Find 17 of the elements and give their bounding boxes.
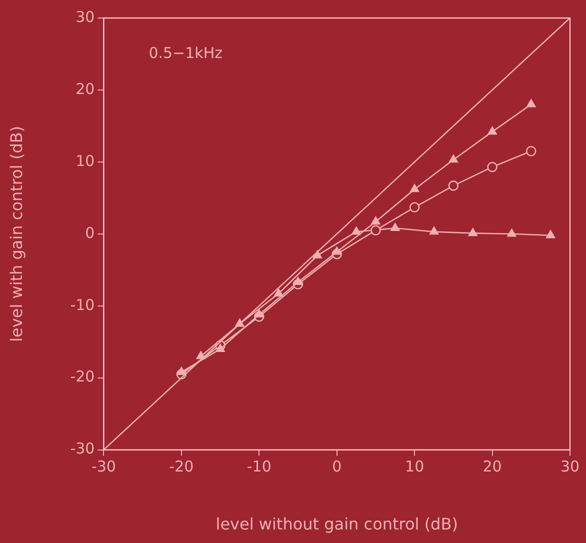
y-axis-title: level with gain control (dB)	[6, 126, 26, 342]
y-tick-label: -30	[70, 440, 95, 458]
y-tick-label: 10	[76, 152, 95, 170]
y-tick-label: 0	[85, 224, 95, 242]
x-tick-label: -20	[169, 458, 194, 476]
y-tick-label: 30	[76, 8, 95, 26]
x-tick-label: 0	[332, 458, 342, 476]
x-tick-label: 30	[560, 458, 580, 476]
x-axis-title: level without gain control (dB)	[216, 514, 458, 534]
x-tick-label: 20	[482, 458, 502, 476]
y-tick-label: -20	[70, 368, 95, 386]
annotation: 0.5−1kHz	[148, 44, 223, 62]
x-tick-label: 10	[405, 458, 424, 476]
y-tick-label: -10	[70, 296, 95, 314]
x-tick-label: -30	[91, 458, 116, 476]
x-tick-label: -10	[246, 458, 272, 476]
y-tick-label: 20	[76, 80, 95, 98]
